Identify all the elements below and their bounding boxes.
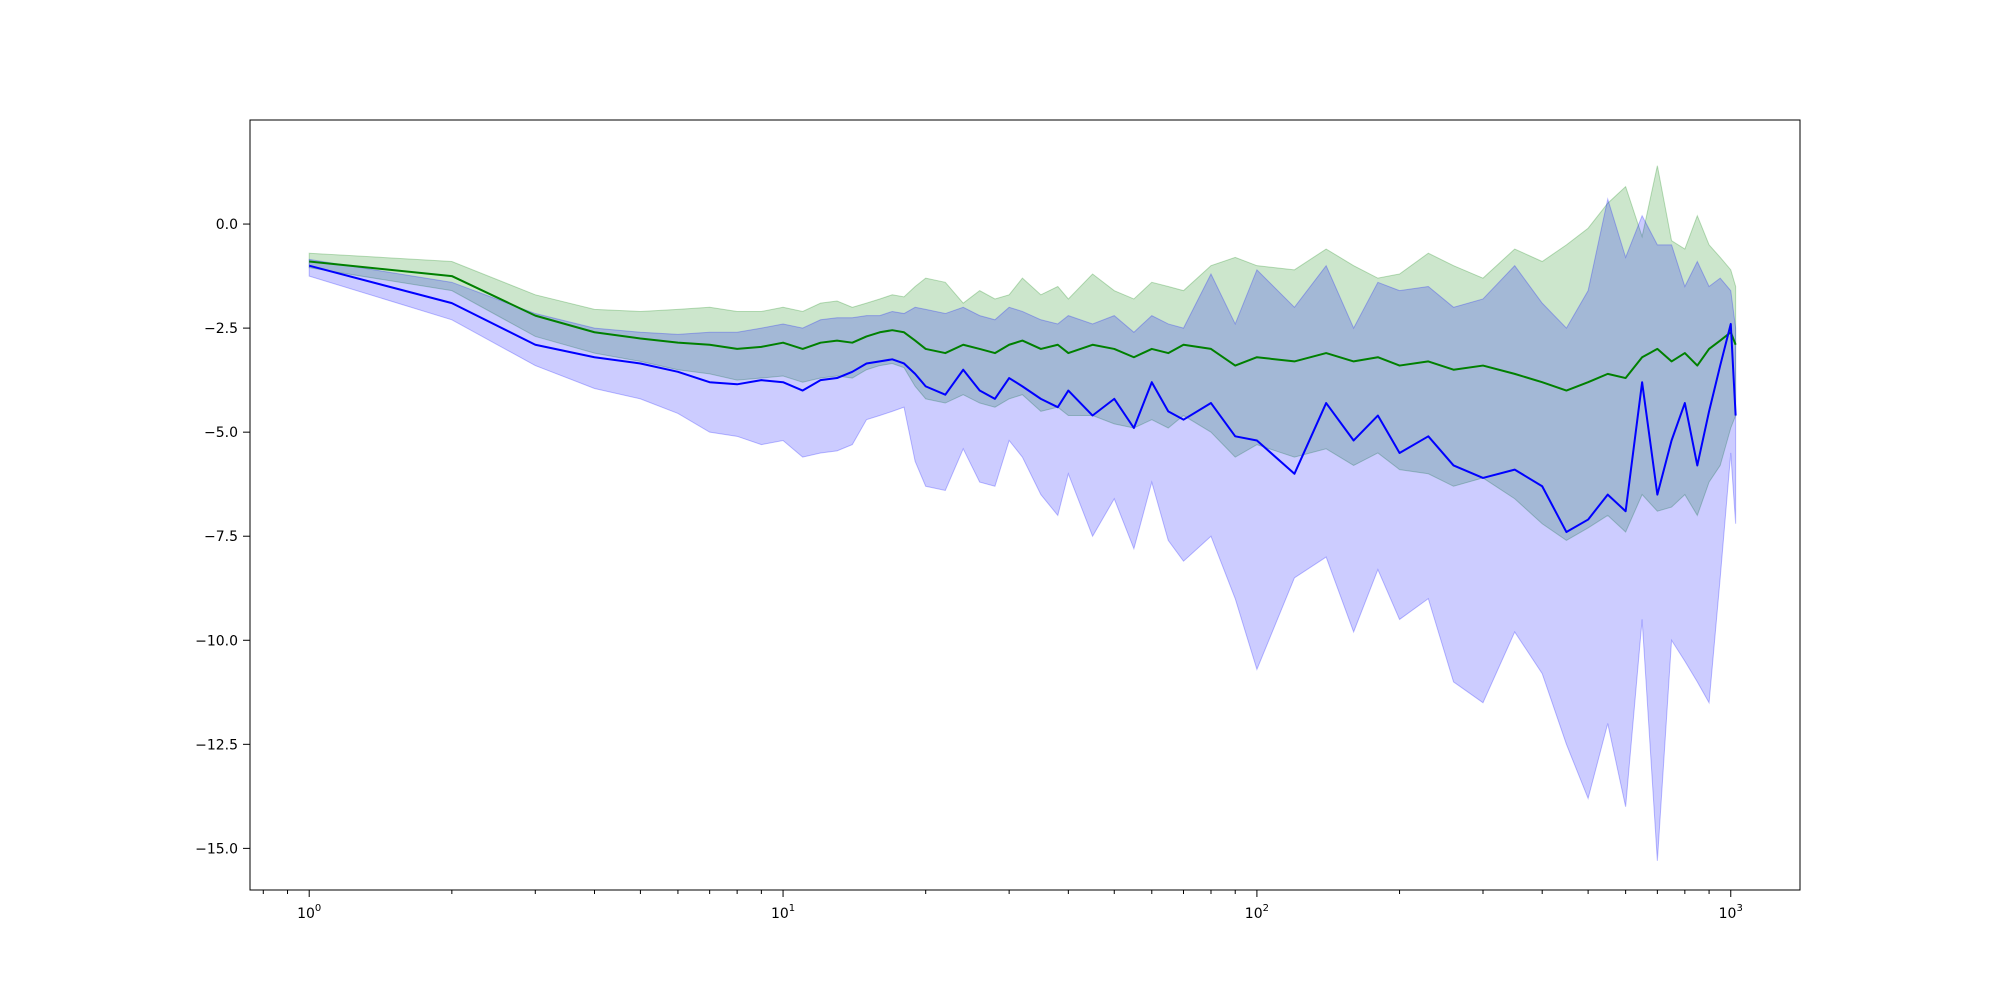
x-tick-label: 102 <box>1245 903 1269 922</box>
y-tick-label: −5.0 <box>204 425 238 441</box>
x-tick-label: 101 <box>771 903 795 922</box>
series-2-line <box>308 264 1737 534</box>
y-tick-label: −2.5 <box>204 321 238 337</box>
series-2-band <box>308 197 1737 861</box>
y-tick-label: −12.5 <box>195 737 238 753</box>
plot-frame <box>249 119 1801 891</box>
confidence-bands <box>308 165 1737 861</box>
y-tick-label: 0.0 <box>216 217 238 233</box>
y-tick-label: −10.0 <box>195 633 238 649</box>
y-tick-label: −7.5 <box>204 529 238 545</box>
x-axis-ticks: 100 101 102 103 <box>262 890 1743 922</box>
series-1-line <box>309 260 1737 392</box>
x-tick-label: 100 <box>297 903 321 922</box>
y-tick-label: −15.0 <box>195 841 238 857</box>
y-axis-ticks: 0.0 −2.5 −5.0 −7.5 −10.0 −12.5 −15.0 <box>195 217 250 857</box>
series-lines <box>308 260 1737 534</box>
x-tick-label: 103 <box>1719 903 1743 922</box>
